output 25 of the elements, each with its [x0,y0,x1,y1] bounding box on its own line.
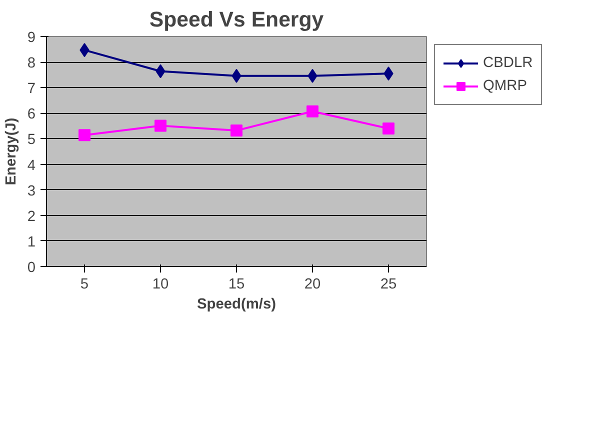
y-tick-label: 5 [27,132,36,148]
x-tick-label: 25 [380,276,397,292]
point [306,105,318,118]
x-tick-label: 20 [304,276,321,292]
x-tick-label: 10 [152,276,169,292]
x-tick-label: 15 [228,276,245,292]
point [382,122,394,134]
x-axis-title: Speed(m/s) [197,296,276,312]
chart-title: Speed Vs Energy [149,8,324,32]
y-tick-label: 3 [27,183,36,200]
point [230,124,242,137]
y-tick-label: 9 [27,30,36,46]
y-tick-label: 2 [27,208,36,225]
y-tick-label: 6 [27,106,36,123]
y-axis-title: Energy(J) [3,118,20,186]
y-tick-label: 0 [27,260,36,276]
y-tick-label: 8 [27,56,36,72]
point [78,129,90,142]
y-tick-label: 1 [27,234,36,250]
legend-label: CBDLR [483,55,533,71]
point [154,120,166,132]
legend-label: QMRP [483,78,527,94]
x-tick-label: 5 [80,276,89,292]
y-tick-label: 4 [27,158,36,174]
y-tick-label: 7 [27,81,36,98]
